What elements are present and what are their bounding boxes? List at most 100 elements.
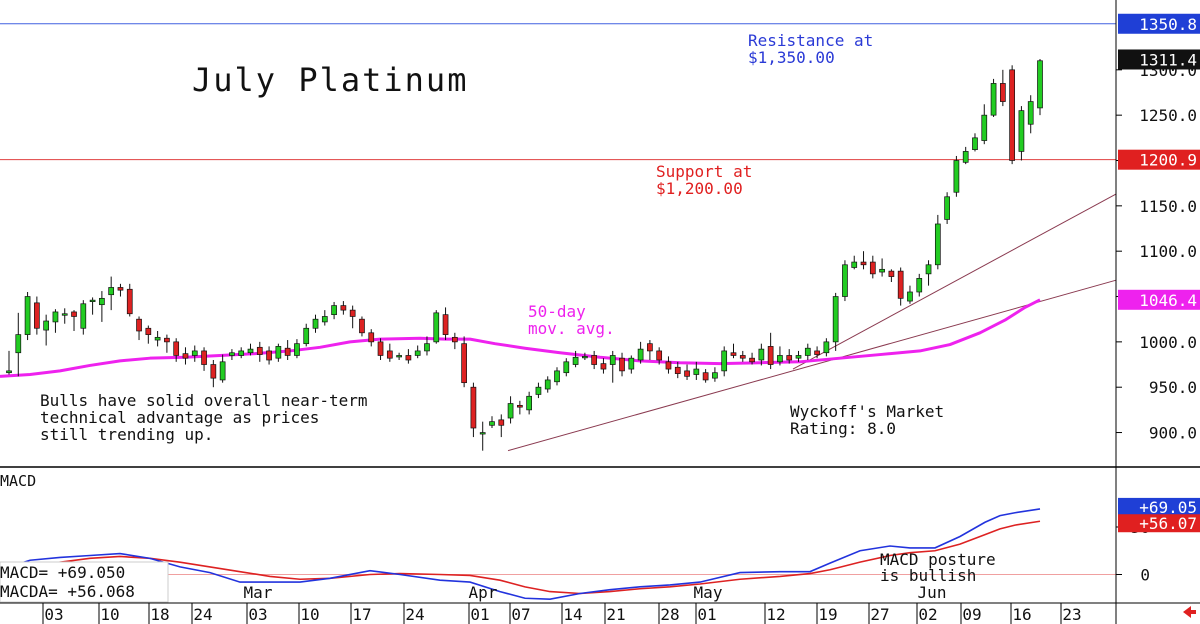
candle [804, 343, 811, 360]
candle [1018, 106, 1025, 161]
candle [628, 355, 635, 374]
candle [201, 347, 207, 371]
macd-posture-line1: MACD posture [880, 550, 996, 569]
price-tick-label: 1100.0 [1139, 242, 1197, 261]
macd-macd-badge [1118, 497, 1200, 516]
macd-readout-box [0, 561, 169, 603]
candle [99, 291, 105, 322]
candle [61, 308, 68, 324]
candle [582, 352, 588, 360]
rating-line2: Rating: 8.0 [790, 419, 896, 438]
candle [43, 314, 50, 346]
candle [619, 352, 625, 377]
candle [953, 155, 960, 197]
candle [526, 391, 532, 415]
candle [71, 310, 77, 331]
price-tick-label: 900.0 [1149, 424, 1197, 443]
x-tick-label: 12 [766, 605, 785, 624]
candle [721, 346, 728, 377]
candle [972, 133, 978, 152]
support-badge [1118, 149, 1200, 170]
candle [925, 260, 932, 286]
candle [693, 361, 700, 380]
x-tick-label: 19 [818, 605, 837, 624]
candle [479, 421, 486, 451]
candle [377, 338, 384, 360]
candle [229, 349, 235, 360]
candle [823, 338, 830, 357]
candle [962, 146, 969, 165]
x-tick-label: 24 [193, 605, 212, 624]
candle [6, 350, 12, 375]
support-annotation-line2: $1,200.00 [656, 179, 743, 198]
last-badge-label: 1311.4 [1139, 50, 1197, 69]
candle [665, 356, 672, 374]
candle [247, 343, 254, 356]
candle [1037, 58, 1043, 116]
candle [442, 307, 449, 341]
commentary-line1: Bulls have solid overall near-term [40, 391, 368, 410]
candle [89, 297, 96, 315]
scroll-left-arrow-icon[interactable] [1183, 606, 1196, 618]
commentary-line2: technical advantage as prices [40, 408, 319, 427]
candle [749, 352, 755, 365]
candle [368, 329, 375, 347]
price-tick-label: 1000.0 [1139, 333, 1197, 352]
ma50-line [0, 298, 1041, 378]
candle [359, 316, 365, 337]
candle [572, 350, 579, 368]
candle [154, 330, 161, 347]
candle [414, 345, 421, 359]
commentary-line3: still trending up. [40, 425, 213, 444]
trendline-1 [507, 279, 1117, 452]
candle [386, 343, 393, 362]
candle [702, 369, 709, 383]
candle [284, 340, 291, 360]
candle [15, 312, 22, 377]
x-tick-label: 01 [470, 605, 489, 624]
candle [182, 347, 189, 365]
rating-line1: Wyckoff's Market [790, 402, 944, 421]
candle [814, 346, 820, 359]
candle [535, 382, 542, 399]
macd-posture-line2: is bullish [880, 566, 976, 585]
candle [461, 336, 467, 388]
candle [879, 258, 885, 277]
macd-signal-badge [1118, 514, 1200, 533]
candle [767, 332, 774, 370]
candle [591, 350, 598, 370]
x-tick-label: 14 [563, 605, 582, 624]
candle [1009, 65, 1015, 165]
candle [637, 341, 644, 364]
candle [256, 341, 263, 362]
support-badge-label: 1200.9 [1139, 151, 1197, 170]
x-tick-label: 24 [405, 605, 424, 624]
resistance-annotation-line2: $1,350.00 [748, 48, 835, 67]
candle [517, 400, 523, 415]
candle [34, 296, 40, 335]
x-tick-label: 17 [352, 605, 371, 624]
x-tick-label: 07 [511, 605, 530, 624]
candle [981, 104, 988, 145]
candle [126, 283, 133, 317]
candle [136, 316, 142, 341]
candle [851, 255, 858, 270]
candle [331, 301, 337, 320]
x-tick-label: 01 [697, 605, 716, 624]
candle [340, 301, 347, 315]
candle [600, 358, 607, 374]
candle [117, 283, 124, 297]
ma-annotation-line1: 50-day [528, 302, 586, 321]
candle [396, 352, 402, 360]
candle [210, 359, 217, 388]
candle [647, 340, 653, 360]
candle [451, 332, 458, 350]
chart-title: July Platinum [192, 61, 468, 99]
candle [786, 349, 793, 364]
candle [554, 367, 560, 386]
candle [266, 346, 272, 365]
candle [321, 310, 328, 326]
candle [897, 267, 904, 306]
candle [507, 396, 514, 424]
